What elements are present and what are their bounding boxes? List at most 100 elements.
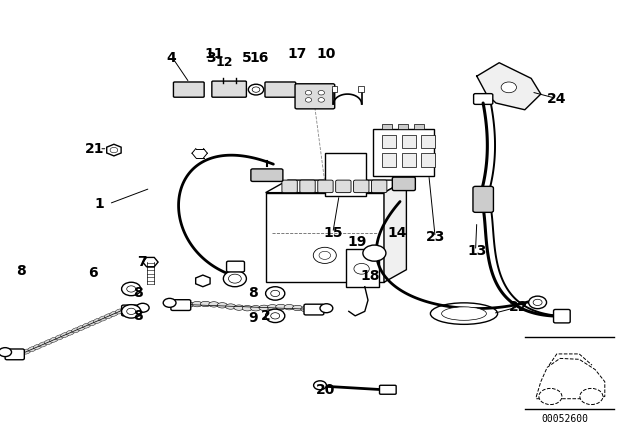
Circle shape (314, 381, 326, 390)
Circle shape (127, 308, 136, 314)
Bar (398, 124, 408, 129)
Circle shape (533, 299, 542, 306)
FancyBboxPatch shape (5, 349, 24, 360)
FancyBboxPatch shape (554, 310, 570, 323)
Text: 9: 9 (248, 311, 258, 325)
FancyBboxPatch shape (317, 180, 333, 193)
Text: 14: 14 (387, 226, 406, 240)
FancyBboxPatch shape (173, 82, 204, 97)
Circle shape (318, 90, 324, 95)
Text: 22: 22 (509, 300, 528, 314)
Ellipse shape (115, 309, 124, 314)
Circle shape (127, 286, 136, 292)
FancyBboxPatch shape (392, 177, 415, 190)
FancyBboxPatch shape (227, 261, 244, 272)
FancyBboxPatch shape (122, 305, 141, 316)
Text: 19: 19 (348, 235, 367, 249)
Circle shape (228, 274, 241, 283)
Circle shape (252, 87, 260, 92)
Ellipse shape (93, 319, 102, 323)
FancyBboxPatch shape (335, 180, 351, 193)
Circle shape (110, 147, 118, 153)
Polygon shape (143, 258, 158, 267)
Circle shape (314, 247, 337, 263)
Circle shape (136, 303, 149, 312)
Ellipse shape (430, 303, 498, 324)
Text: 8: 8 (132, 309, 143, 323)
Bar (414, 124, 424, 129)
FancyBboxPatch shape (295, 84, 335, 109)
Text: 8: 8 (132, 286, 143, 301)
Ellipse shape (217, 303, 227, 308)
Text: 7: 7 (137, 255, 147, 269)
Ellipse shape (104, 314, 113, 319)
Ellipse shape (33, 345, 42, 349)
Circle shape (0, 348, 12, 357)
Text: 1: 1 (94, 197, 104, 211)
Ellipse shape (268, 305, 278, 310)
Circle shape (163, 298, 176, 307)
Ellipse shape (72, 328, 80, 333)
Text: 16: 16 (250, 51, 269, 65)
Ellipse shape (234, 305, 244, 310)
Text: 13: 13 (467, 244, 486, 258)
Circle shape (319, 251, 330, 259)
Ellipse shape (242, 306, 252, 311)
Circle shape (271, 313, 280, 319)
FancyBboxPatch shape (251, 169, 283, 181)
Circle shape (580, 388, 603, 405)
FancyBboxPatch shape (212, 81, 246, 97)
Text: 11: 11 (205, 47, 224, 61)
Bar (421, 153, 435, 167)
Text: 6: 6 (88, 266, 98, 280)
Ellipse shape (28, 347, 36, 352)
Circle shape (354, 263, 369, 274)
Ellipse shape (184, 302, 194, 307)
Text: 8: 8 (16, 264, 26, 278)
Ellipse shape (44, 340, 52, 345)
Bar (402, 153, 416, 167)
Ellipse shape (55, 335, 63, 340)
Circle shape (122, 282, 141, 296)
Text: 17: 17 (288, 47, 307, 61)
Ellipse shape (77, 325, 85, 331)
FancyBboxPatch shape (171, 300, 191, 310)
Text: 10: 10 (317, 47, 336, 61)
FancyBboxPatch shape (473, 186, 493, 212)
Text: 23: 23 (426, 230, 445, 245)
Polygon shape (477, 63, 541, 110)
Bar (383, 153, 397, 167)
Ellipse shape (66, 330, 74, 335)
Text: 5: 5 (241, 51, 252, 65)
Text: 18: 18 (360, 268, 380, 283)
Circle shape (266, 287, 285, 300)
Circle shape (223, 271, 246, 287)
Bar (402, 134, 416, 148)
Ellipse shape (109, 311, 118, 316)
Ellipse shape (83, 323, 91, 328)
Circle shape (305, 90, 312, 95)
Text: 24: 24 (547, 91, 566, 106)
Ellipse shape (292, 305, 303, 310)
Bar (372, 129, 434, 176)
Circle shape (363, 245, 386, 261)
Bar (332, 86, 337, 92)
Polygon shape (266, 180, 406, 193)
Circle shape (305, 98, 312, 102)
Ellipse shape (17, 351, 26, 357)
Circle shape (529, 296, 547, 309)
FancyBboxPatch shape (282, 180, 298, 193)
FancyBboxPatch shape (300, 180, 316, 193)
Text: 2: 2 (260, 309, 271, 323)
Circle shape (266, 309, 285, 323)
Bar (325, 153, 367, 196)
Bar (358, 86, 364, 92)
Ellipse shape (276, 304, 286, 310)
FancyBboxPatch shape (265, 82, 296, 97)
Ellipse shape (22, 349, 31, 354)
Bar (383, 134, 397, 148)
Text: 3: 3 (206, 51, 216, 65)
FancyBboxPatch shape (371, 180, 387, 193)
Ellipse shape (88, 321, 96, 326)
Text: 15: 15 (323, 226, 342, 240)
